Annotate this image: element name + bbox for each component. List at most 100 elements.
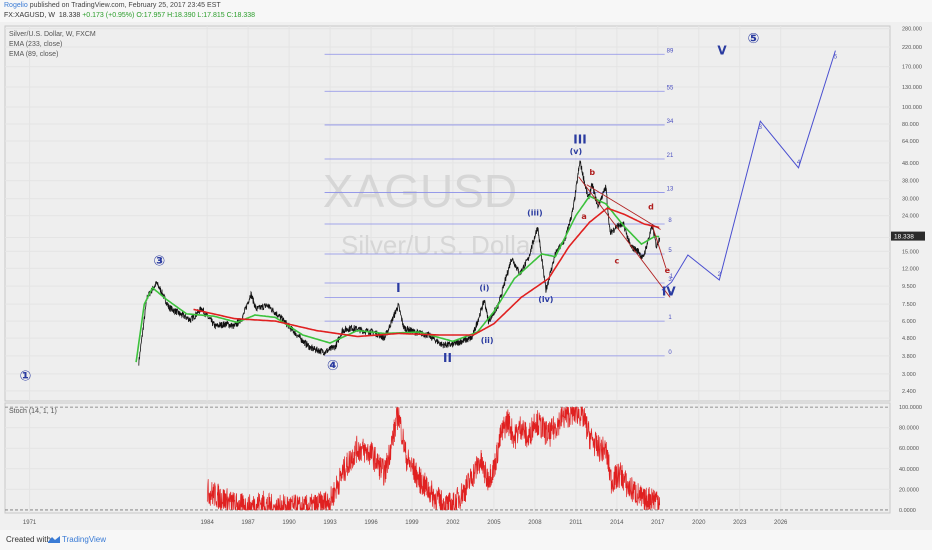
chart-title: Silver/U.S. Dollar, W, FXCM xyxy=(9,31,96,38)
projection-point-label: 4 xyxy=(797,160,801,166)
stoch-tick-label: 60.0000 xyxy=(899,446,919,452)
tradingview-brand[interactable]: TradingView xyxy=(62,535,107,544)
wave-label: V xyxy=(717,43,727,57)
price-line xyxy=(138,160,661,366)
fib-level-label: 1 xyxy=(668,315,672,321)
fib-level-label: 2 xyxy=(668,291,672,297)
last-price: 18.338 xyxy=(58,12,81,19)
y-tick-label: 4.800 xyxy=(902,336,916,342)
created-with-label: Created with xyxy=(6,535,51,544)
last-price-tag: 18.338 xyxy=(891,231,925,241)
legend-ema-89: EMA (89, close) xyxy=(9,51,58,58)
ema-lines xyxy=(135,176,671,363)
x-tick-label: 2020 xyxy=(692,520,706,526)
wave-label: c xyxy=(614,256,619,265)
wave-label: b xyxy=(589,168,595,177)
chart-canvas[interactable]: XAGUSD Silver/U.S. Dollar 01235813213455… xyxy=(0,22,932,530)
x-tick-label: 1996 xyxy=(364,520,378,526)
x-tick-label: 1987 xyxy=(241,520,255,526)
x-tick-label: 1984 xyxy=(200,520,214,526)
stoch-tick-label: 80.0000 xyxy=(899,426,919,432)
wave-label: ① xyxy=(20,368,32,384)
wave-label: ⑤ xyxy=(747,31,759,47)
ema-233-line xyxy=(193,207,660,338)
x-tick-label: 1971 xyxy=(23,520,37,526)
y-tick-label: 12.000 xyxy=(902,266,919,272)
y-tick-label: 7.500 xyxy=(902,302,916,308)
y-tick-label: 170.000 xyxy=(902,65,922,71)
y-tick-label: 3.800 xyxy=(902,354,916,360)
x-tick-label: 2005 xyxy=(487,520,501,526)
projection-point-label: 1 xyxy=(670,274,674,280)
stoch-tick-label: 20.0000 xyxy=(899,487,919,493)
fib-level-label: 21 xyxy=(667,153,674,159)
wave-channel-upper xyxy=(586,184,661,230)
wave-label: (i) xyxy=(479,283,489,292)
x-tick-label: 2026 xyxy=(774,520,788,526)
y-tick-label: 9.500 xyxy=(902,284,916,290)
stoch-tick-label: 40.0000 xyxy=(899,467,919,473)
last-price-tag-bg xyxy=(891,231,925,241)
y-tick-label: 24.000 xyxy=(902,214,919,220)
projection-point-label: 3 xyxy=(759,125,763,131)
x-tick-label: 2023 xyxy=(733,520,747,526)
wave-label: III xyxy=(573,132,586,146)
wave-label: ④ xyxy=(327,358,339,374)
y-tick-label: 30.000 xyxy=(902,197,919,203)
x-tick-label: 2008 xyxy=(528,520,542,526)
projection-line xyxy=(661,50,836,291)
wave-channel-e xyxy=(651,225,667,269)
footer: Created with TradingView xyxy=(0,530,932,550)
x-tick-label: 1993 xyxy=(323,520,337,526)
x-tick-label: 2011 xyxy=(569,520,583,526)
stoch-tick-label: 100.0000 xyxy=(899,405,922,411)
fib-level-label: 0 xyxy=(668,350,672,356)
fib-level-label: 34 xyxy=(667,119,674,125)
legend-ema-233: EMA (233, close) xyxy=(9,41,62,48)
x-tick-label: 2017 xyxy=(651,520,665,526)
fib-level-label: 5 xyxy=(668,248,672,254)
wave-label: d xyxy=(648,203,654,212)
symbol-label: FX:XAGUSD, W xyxy=(4,12,55,19)
fib-levels: 0 1 2 3 5 8 13 21 34 55 89 xyxy=(324,48,674,357)
y-tick-label: 280.000 xyxy=(902,27,922,33)
publish-info: published on TradingView.com, February 2… xyxy=(29,2,221,9)
x-tick-label: 1999 xyxy=(405,520,419,526)
stoch-tick-label: 0.0000 xyxy=(899,508,916,514)
projection-point-label: 2 xyxy=(718,272,722,278)
wave-label: I xyxy=(396,281,400,295)
fib-level-label: 3 xyxy=(668,277,672,283)
wave-label: (iv) xyxy=(538,295,553,304)
symbol-line: FX:XAGUSD, W 18.338 +0.173 (+0.95%) O:17… xyxy=(4,11,255,21)
last-price-tag-label: 18.338 xyxy=(894,233,914,240)
publish-line: Rogelio published on TradingView.com, Fe… xyxy=(4,1,221,11)
projection-point-label: 5 xyxy=(834,55,838,61)
x-tick-label: 1990 xyxy=(282,520,296,526)
y-tick-label: 15.000 xyxy=(902,249,919,255)
watermark-symbol: XAGUSD xyxy=(323,165,517,217)
price-series xyxy=(138,160,661,366)
wave-label: (ii) xyxy=(481,336,494,345)
wave-label: IV xyxy=(662,285,676,299)
axes: 1971 1984 1987 1990 1993 1996 1999 2002 2005 2008… xyxy=(23,27,922,526)
fib-level-label: 8 xyxy=(668,218,672,224)
author-link[interactable]: Rogelio xyxy=(4,2,28,9)
wave-label: II xyxy=(443,351,452,365)
wave-label: e xyxy=(665,266,671,275)
y-tick-label: 80.000 xyxy=(902,122,919,128)
y-tick-label: 100.000 xyxy=(902,105,922,111)
stoch-line xyxy=(206,406,661,512)
y-tick-label: 48.000 xyxy=(902,161,919,167)
chart-header: Rogelio published on TradingView.com, Fe… xyxy=(0,0,932,22)
x-tick-label: 2002 xyxy=(446,520,460,526)
y-tick-label: 220.000 xyxy=(902,45,922,51)
tradingview-logo-icon xyxy=(48,536,60,543)
wave-label: (iii) xyxy=(527,209,543,218)
y-tick-label: 130.000 xyxy=(902,85,922,91)
watermark-name: Silver/U.S. Dollar xyxy=(341,230,539,260)
x-tick-label: 2014 xyxy=(610,520,624,526)
stoch-pane xyxy=(4,402,891,514)
fib-level-label: 55 xyxy=(667,85,674,91)
y-tick-label: 3.000 xyxy=(902,372,916,378)
